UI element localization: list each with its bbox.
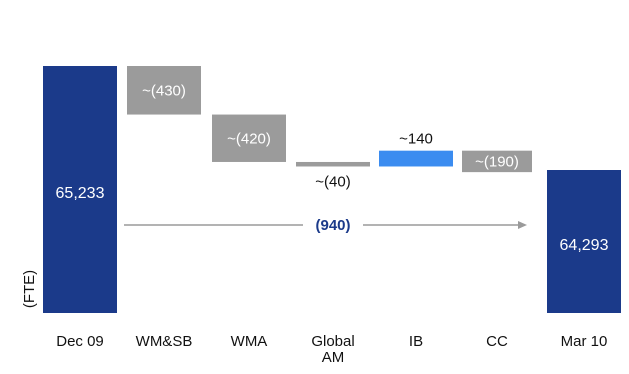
category-label-wm-sb: WM&SB [136, 333, 193, 350]
value-label-mar-10: 64,293 [560, 237, 609, 254]
value-label-wma: ~(420) [227, 130, 271, 147]
y-axis-label: (FTE) [21, 270, 38, 308]
value-label-dec-09: 65,233 [56, 185, 105, 202]
category-labels-group: Dec 09 WM&SB WMA Global AM IB CC Mar 10 [56, 333, 607, 366]
value-labels-group: 65,233 ~(430) ~(420) ~(40) ~140 ~(190) 64,293 [56, 82, 609, 254]
bar-mar-10 [547, 170, 621, 313]
category-label-global-am: Global AM [311, 333, 354, 366]
total-change-arrowhead [518, 221, 527, 229]
category-label-ib: IB [409, 333, 423, 350]
total-change-label-background [303, 215, 363, 235]
value-label-ib: ~140 [399, 131, 433, 148]
bar-global-am [296, 161, 370, 167]
bars-group [43, 66, 621, 313]
bar-ib [379, 150, 453, 167]
value-label-global-am: ~(40) [315, 173, 350, 190]
value-label-cc: ~(190) [475, 153, 519, 170]
category-label-dec-09: Dec 09 [56, 333, 104, 350]
bar-cc [462, 150, 532, 173]
bar-dec-09 [43, 66, 117, 313]
bar-wm-sb [127, 66, 201, 115]
category-label-cc: CC [486, 333, 508, 350]
category-label-wma: WMA [231, 333, 268, 350]
value-label-wm-sb: ~(430) [142, 82, 186, 99]
bar-wma [212, 114, 286, 162]
total-change-label: (940) [315, 217, 350, 234]
category-label-mar-10: Mar 10 [561, 333, 608, 350]
